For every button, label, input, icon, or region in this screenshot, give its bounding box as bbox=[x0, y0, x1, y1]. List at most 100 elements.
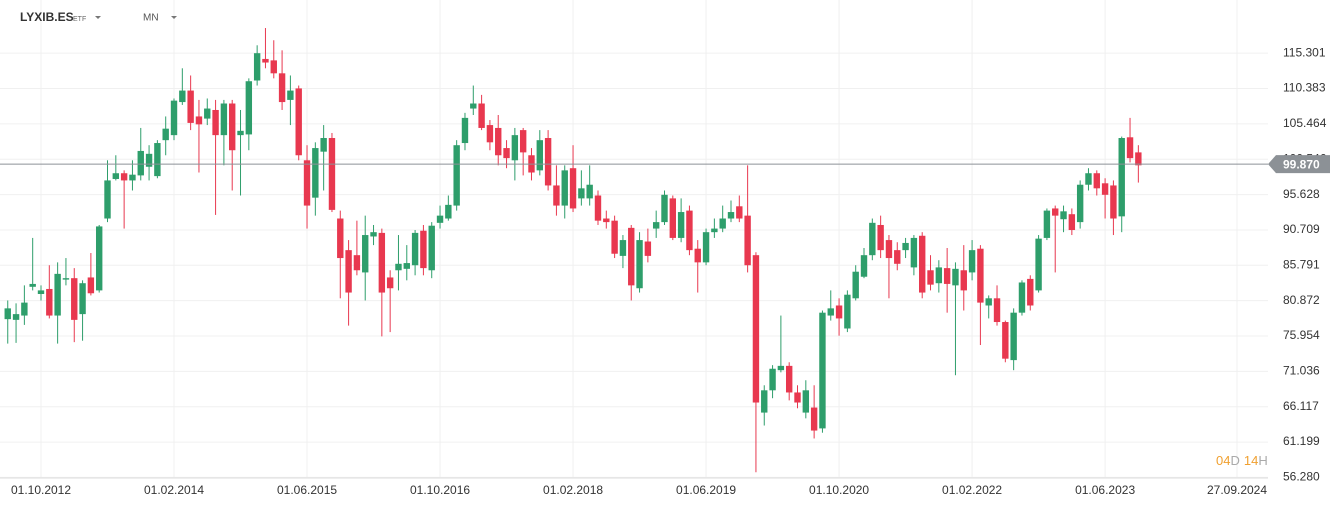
candle-body bbox=[303, 160, 311, 206]
candle-body bbox=[46, 288, 53, 316]
candle-body bbox=[195, 116, 203, 125]
candle-body bbox=[619, 240, 627, 256]
x-tick-label: 01.10.2016 bbox=[410, 483, 470, 497]
y-tick-label: 66.117 bbox=[1283, 399, 1319, 413]
x-tick-label: 01.10.2020 bbox=[809, 483, 869, 497]
candle-body bbox=[553, 185, 560, 206]
candle-body bbox=[428, 225, 435, 271]
countdown-hours: 14 bbox=[1244, 453, 1258, 468]
candle-body bbox=[12, 314, 20, 320]
y-tick-label: 61.199 bbox=[1283, 434, 1320, 448]
candle-body bbox=[154, 143, 161, 177]
candle-body bbox=[1027, 278, 1034, 306]
y-tick-label: 90.709 bbox=[1283, 222, 1320, 236]
candle-body bbox=[852, 271, 859, 299]
candle-body bbox=[652, 222, 660, 229]
candle-body bbox=[877, 224, 884, 251]
candle-body bbox=[810, 407, 818, 431]
candle-body bbox=[644, 241, 652, 256]
candle-body bbox=[337, 218, 344, 259]
candle-body bbox=[29, 283, 36, 287]
y-tick-label: 110.383 bbox=[1283, 81, 1326, 95]
candle-body bbox=[860, 255, 868, 277]
candle-body bbox=[411, 232, 419, 266]
candle-body bbox=[569, 168, 577, 209]
candle-body bbox=[794, 392, 801, 403]
candle-body bbox=[1060, 211, 1067, 220]
candle-body bbox=[885, 240, 893, 259]
candle-body bbox=[62, 278, 70, 280]
candle-body bbox=[835, 305, 843, 319]
candle-body bbox=[985, 298, 992, 306]
candle-body bbox=[1035, 238, 1042, 291]
x-tick-label: 01.10.2012 bbox=[11, 483, 71, 497]
candle-body bbox=[1076, 184, 1084, 223]
candles bbox=[4, 28, 1142, 473]
candle-body bbox=[1068, 214, 1076, 231]
candle-body bbox=[470, 103, 477, 109]
candle-body bbox=[960, 270, 967, 291]
candle-body bbox=[1018, 282, 1026, 313]
candle-body bbox=[95, 226, 103, 291]
x-tick-label: 01.02.2018 bbox=[543, 483, 603, 497]
candle-body bbox=[112, 173, 120, 179]
candle-body bbox=[287, 90, 294, 100]
candle-body bbox=[586, 184, 593, 199]
last-price-box bbox=[1268, 155, 1330, 174]
candle-body bbox=[1085, 173, 1092, 185]
candle-body bbox=[345, 250, 352, 293]
candle-body bbox=[628, 227, 635, 286]
candle-body bbox=[761, 390, 768, 413]
candle-body bbox=[927, 270, 934, 285]
candle-body bbox=[719, 218, 726, 229]
candle-body bbox=[478, 103, 485, 128]
candle-body bbox=[120, 173, 128, 181]
candle-body bbox=[187, 90, 194, 123]
candle-body bbox=[968, 250, 976, 273]
x-tick-label: 01.02.2022 bbox=[942, 483, 1002, 497]
candle-body bbox=[669, 198, 677, 238]
candle-body bbox=[21, 302, 28, 316]
candle-body bbox=[362, 235, 369, 273]
candle-body bbox=[802, 390, 810, 413]
candle-body bbox=[229, 103, 236, 151]
candle-body bbox=[1043, 210, 1051, 238]
candle-body bbox=[536, 140, 543, 171]
candle-body bbox=[436, 215, 444, 223]
countdown-days: 04 bbox=[1216, 453, 1230, 468]
candle-body bbox=[752, 255, 760, 403]
dropdown-caret[interactable] bbox=[171, 16, 177, 19]
candle-body bbox=[661, 194, 668, 223]
interval[interactable]: MN bbox=[143, 13, 159, 24]
candle-body bbox=[636, 240, 643, 289]
x-tick-label: 01.06.2015 bbox=[277, 483, 337, 497]
candle-body bbox=[1135, 152, 1142, 166]
candle-body bbox=[1002, 322, 1009, 359]
candle-body bbox=[137, 150, 144, 176]
y-tick-label: 56.280 bbox=[1283, 470, 1320, 484]
candle-body bbox=[777, 365, 785, 371]
candle-body bbox=[220, 103, 228, 136]
candle-body bbox=[204, 108, 211, 119]
candle-body bbox=[769, 368, 776, 391]
countdown-hours-unit: H bbox=[1258, 453, 1267, 468]
candle-body bbox=[145, 153, 153, 167]
candle-body bbox=[785, 365, 793, 393]
candle-body bbox=[611, 220, 618, 254]
candle-body bbox=[212, 109, 219, 136]
candle-body bbox=[1101, 183, 1109, 195]
candle-body bbox=[902, 242, 909, 251]
y-tick-label: 80.872 bbox=[1283, 293, 1320, 307]
candle-body bbox=[561, 170, 568, 206]
candle-body bbox=[919, 235, 926, 293]
dropdown-caret[interactable] bbox=[95, 16, 101, 19]
candle-body bbox=[1126, 137, 1134, 159]
candle-body bbox=[819, 312, 826, 429]
candle-body bbox=[594, 195, 602, 221]
candle-body bbox=[386, 277, 394, 289]
candle-body bbox=[403, 263, 410, 269]
candle-body bbox=[262, 58, 269, 63]
candle-body bbox=[4, 308, 11, 320]
candle-body bbox=[702, 232, 710, 263]
